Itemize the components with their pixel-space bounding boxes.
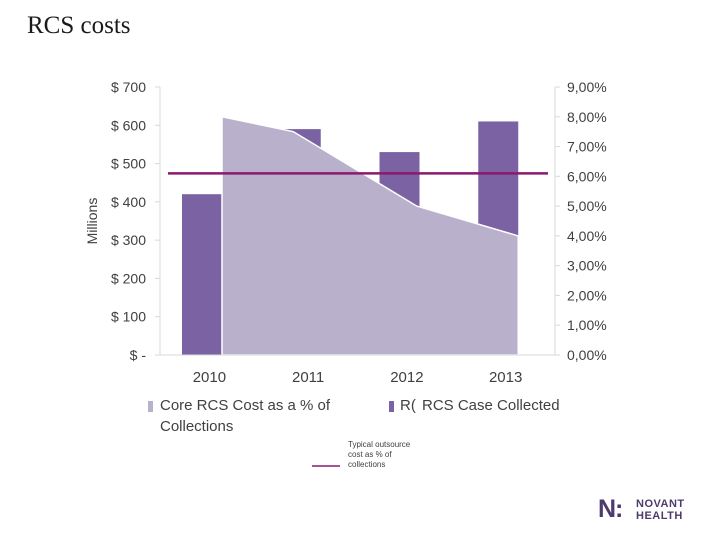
novant-logo-mark: N:: [598, 495, 623, 523]
legend-swatch-bar: [389, 401, 394, 412]
x-tick-label-2010: 2010: [193, 369, 226, 386]
y-left-tick-label: $ 200: [111, 270, 146, 286]
slide-title: RCS costs: [27, 12, 131, 39]
y-right-tick-label: 4,00%: [567, 228, 607, 244]
y-left-tick-label: $ -: [130, 347, 147, 363]
y-left-tick-label: $ 500: [111, 156, 146, 172]
legend-area-label: Core RCS Cost as a % of Collections: [160, 397, 331, 435]
y-left-tick-label: $ 400: [111, 194, 146, 210]
legend-line-label: Typical outsource cost as % of collectio…: [348, 440, 411, 469]
y-right-tick-label: 1,00%: [567, 317, 607, 333]
x-tick-label-2011: 2011: [292, 369, 324, 386]
novant-logo-text: NOVANT HEALTH: [636, 498, 685, 522]
x-tick-label-2013: 2013: [489, 369, 522, 386]
y-right-tick-label: 9,00%: [567, 79, 607, 95]
y-axis-title: Millions: [84, 198, 100, 245]
y-left-tick-label: $ 700: [111, 79, 146, 95]
legend-bar-label-clipped: R(: [400, 397, 416, 414]
y-right-tick-label: 7,00%: [567, 139, 607, 155]
y-left-tick-label: $ 100: [111, 309, 146, 325]
logo-line-1: NOVANT: [636, 498, 685, 510]
y-right-tick-label: 2,00%: [567, 287, 607, 303]
legend-swatch-area: [148, 401, 153, 412]
area-core-rcs-cost: [221, 115, 519, 356]
y-left-tick-label: $ 600: [111, 117, 146, 133]
y-right-tick-label: 3,00%: [567, 258, 607, 274]
x-tick-label-2012: 2012: [390, 369, 423, 386]
y-right-tick-label: 0,00%: [567, 347, 607, 363]
y-right-tick-label: 8,00%: [567, 109, 607, 125]
y-right-tick-label: 6,00%: [567, 168, 607, 184]
bar-2010: [182, 194, 222, 355]
legend-bar-label: RCS Case Collected: [422, 397, 560, 414]
y-right-tick-label: 5,00%: [567, 198, 607, 214]
logo-line-2: HEALTH: [636, 510, 683, 522]
y-left-tick-label: $ 300: [111, 232, 146, 248]
